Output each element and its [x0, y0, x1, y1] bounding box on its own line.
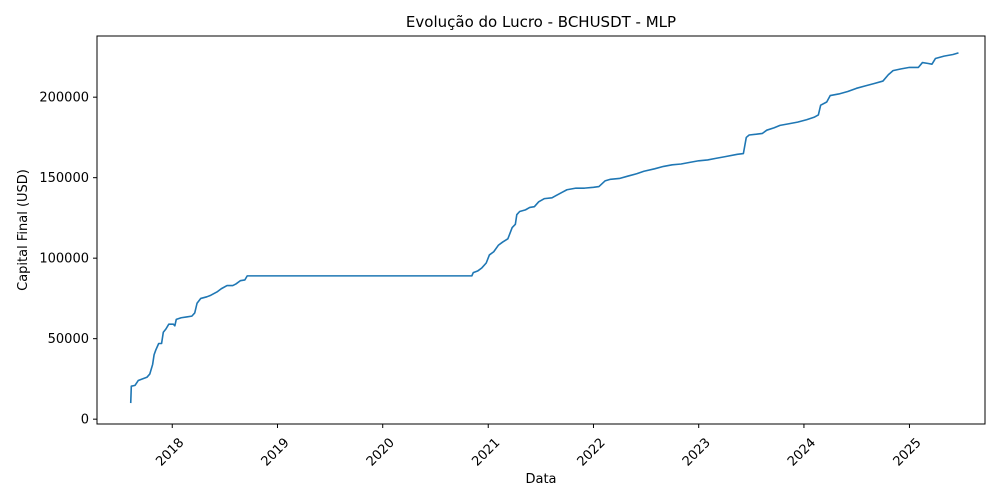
y-axis: 0 50000 100000 150000 200000	[39, 91, 97, 428]
x-axis-label: Data	[525, 472, 556, 487]
y-tick-label: 200000	[39, 91, 89, 106]
y-axis-label: Capital Final (USD)	[16, 169, 31, 291]
chart-title: Evolução do Lucro - BCHUSDT - MLP	[406, 13, 676, 31]
y-tick-label: 100000	[39, 252, 89, 267]
plot-area	[97, 36, 985, 424]
plot-frame	[96, 35, 986, 425]
series-layer	[129, 52, 959, 404]
y-tick-label: 0	[81, 413, 89, 428]
series-line-0	[129, 52, 959, 404]
y-tick-label: 150000	[39, 171, 89, 186]
y-tick-label: 50000	[48, 332, 89, 347]
